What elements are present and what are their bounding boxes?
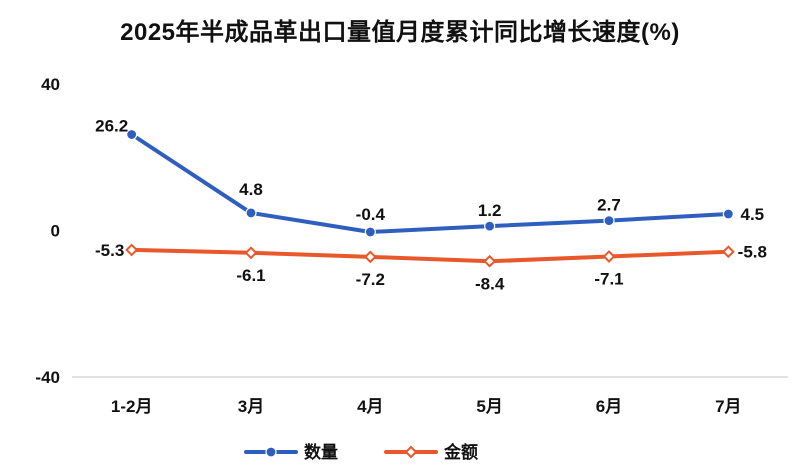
data-point [364, 226, 376, 238]
data-point [603, 215, 615, 227]
x-tick-label: 1-2月 [111, 397, 153, 416]
x-tick-label: 4月 [357, 397, 383, 416]
data-point [721, 245, 735, 259]
data-label: 26.2 [95, 117, 128, 136]
data-point [722, 208, 734, 220]
y-tick-label: 0 [51, 222, 60, 241]
data-point [125, 243, 139, 257]
chart-title: 2025年半成品革出口量值月度累计同比增长速度(%) [120, 19, 680, 46]
data-label: -5.3 [95, 241, 124, 260]
data-label: -7.1 [594, 270, 623, 289]
data-label: -8.4 [475, 274, 505, 293]
data-label-layer: 26.2 4.8 -0.4 1.2 2.7 4.5 -5.3 -6.1 -7.2 -8.4 -7.1… [95, 117, 767, 294]
x-tick-label: 5月 [476, 397, 502, 416]
data-point [126, 128, 138, 141]
data-label: 2.7 [597, 196, 621, 215]
x-tick-label: 6月 [596, 397, 622, 416]
data-point [602, 250, 616, 263]
legend-label: 数量 [304, 442, 338, 462]
legend: 数量 金额 [244, 442, 478, 462]
data-point [244, 246, 258, 260]
data-label: -5.8 [738, 243, 767, 262]
data-point [245, 207, 257, 219]
data-label: 4.5 [741, 205, 765, 224]
data-point [363, 250, 377, 264]
y-tick-label: -40 [35, 368, 60, 387]
series-line [129, 132, 731, 234]
data-label: -7.2 [356, 270, 385, 289]
data-point [483, 254, 497, 268]
legend-label: 金额 [443, 442, 478, 462]
data-label: -6.1 [236, 266, 265, 285]
y-tick-label: 40 [41, 75, 60, 94]
data-label: -0.4 [356, 205, 386, 224]
series-layer [125, 128, 735, 268]
legend-marker [265, 446, 277, 458]
legend-marker [404, 445, 418, 459]
data-label: 1.2 [478, 201, 502, 220]
axis-layer: 40 0 -40 1-2月 3月 4月 5月 6月 7月 [35, 75, 788, 416]
x-tick-label: 7月 [715, 397, 741, 416]
x-tick-label: 3月 [238, 397, 264, 416]
series-line [129, 247, 731, 264]
data-point [484, 220, 496, 232]
data-label: 4.8 [239, 180, 263, 199]
